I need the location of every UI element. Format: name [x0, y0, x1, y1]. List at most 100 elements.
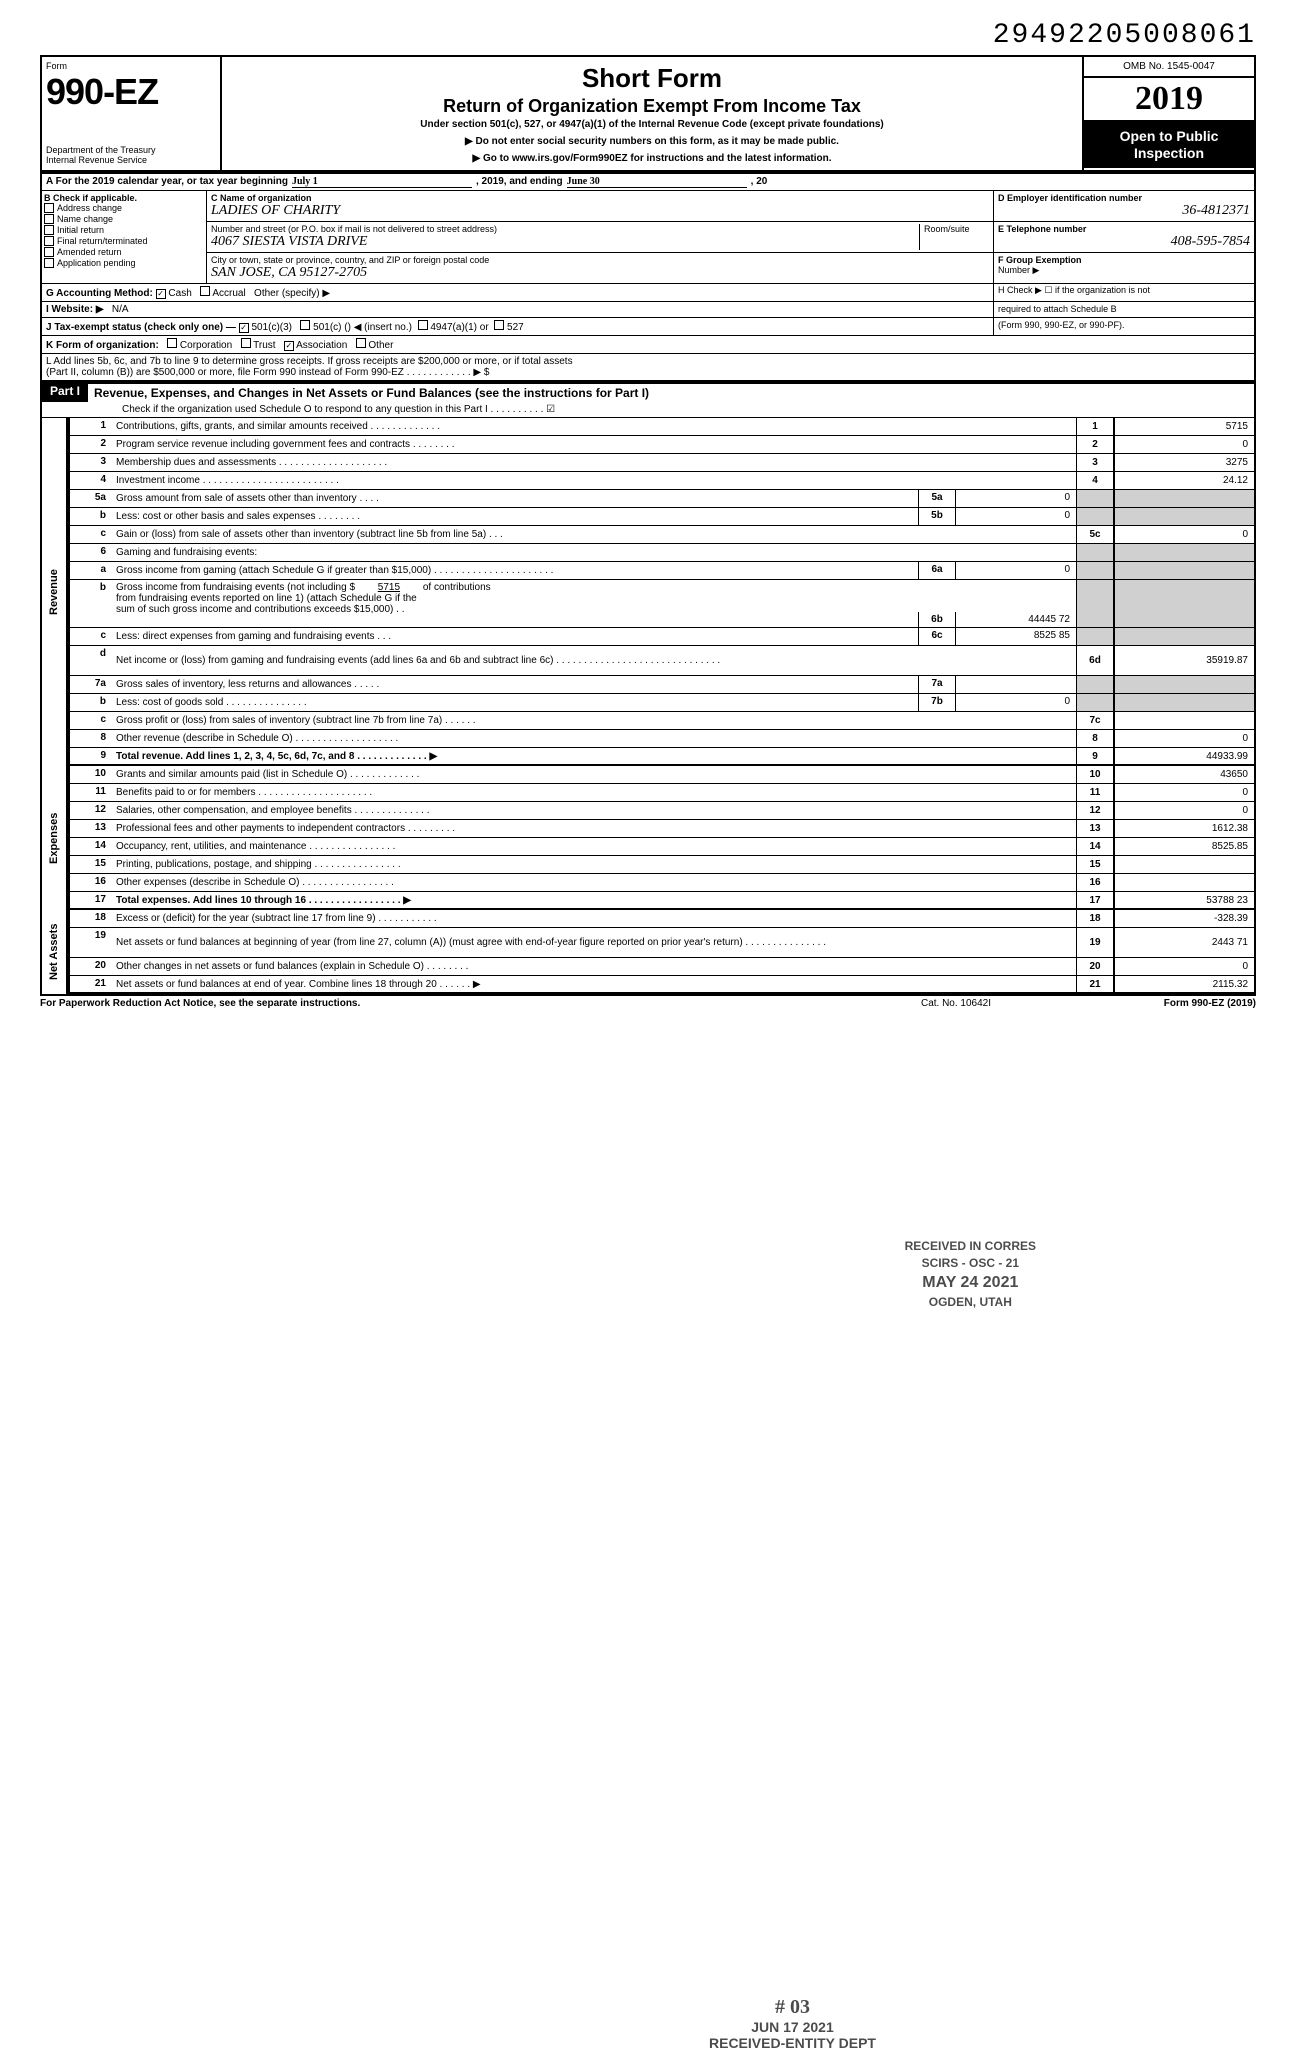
l7c-num: c [70, 712, 112, 729]
checkbox-accrual[interactable] [200, 286, 210, 296]
footer-left: For Paperwork Reduction Act Notice, see … [40, 998, 856, 1009]
checkbox-association[interactable]: ✓ [284, 341, 294, 351]
checkbox-527[interactable] [494, 320, 504, 330]
l12-box: 12 [1076, 802, 1114, 819]
l5a-shade-amt [1114, 490, 1254, 507]
l17-desc: Total expenses. Add lines 10 through 16 … [112, 892, 1076, 908]
line-8: 8 Other revenue (describe in Schedule O)… [68, 730, 1256, 748]
l7b-iamt: 0 [956, 694, 1076, 711]
l7c-box: 7c [1076, 712, 1114, 729]
e-value: 408-595-7854 [998, 234, 1250, 250]
side-expenses: Expenses [40, 766, 68, 910]
l6c-iamt: 8525 85 [956, 628, 1076, 645]
form-prefix: Form [46, 61, 216, 71]
checkbox-501c[interactable] [300, 320, 310, 330]
line-3: 3 Membership dues and assessments . . . … [68, 454, 1256, 472]
l5c-num: c [70, 526, 112, 543]
l6d-desc: Net income or (loss) from gaming and fun… [112, 646, 1076, 675]
l3-box: 3 [1076, 454, 1114, 471]
l7a-shade-box [1076, 676, 1114, 693]
line-20: 20 Other changes in net assets or fund b… [68, 958, 1256, 976]
l15-num: 15 [70, 856, 112, 873]
l15-desc: Printing, publications, postage, and shi… [112, 856, 1076, 873]
b-item-1: Name change [57, 214, 113, 224]
l17-box: 17 [1076, 892, 1114, 908]
l6b-shade-amt [1114, 580, 1254, 627]
line-11: 11 Benefits paid to or for members . . .… [68, 784, 1256, 802]
l6a-ibox: 6a [918, 562, 956, 579]
l14-amt: 8525.85 [1114, 838, 1254, 855]
l2-num: 2 [70, 436, 112, 453]
l4-num: 4 [70, 472, 112, 489]
l6b-d2: from fundraising events reported on line… [116, 593, 417, 604]
f-label: F Group Exemption [998, 255, 1250, 265]
l5b-shade-amt [1114, 508, 1254, 525]
checkbox-final-return[interactable] [44, 236, 54, 246]
c-addr-label: Number and street (or P.O. box if mail i… [211, 224, 919, 234]
l7b-desc: Less: cost of goods sold . . . . . . . .… [112, 694, 918, 711]
l6b-d3: sum of such gross income and contributio… [116, 604, 405, 615]
l6a-shade-box [1076, 562, 1114, 579]
j-opt3: 4947(a)(1) or [430, 322, 488, 333]
section-l: L Add lines 5b, 6c, and 7b to line 9 to … [42, 354, 1254, 382]
checkbox-name-change[interactable] [44, 214, 54, 224]
c-city: SAN JOSE, CA 95127-2705 [211, 265, 989, 281]
form-header: Form 990-EZ Department of the Treasury I… [40, 55, 1256, 172]
line-14: 14 Occupancy, rent, utilities, and maint… [68, 838, 1256, 856]
b-header: B Check if applicable. [44, 193, 204, 203]
line-18: 18 Excess or (deficit) for the year (sub… [68, 910, 1256, 928]
l6d-num: d [70, 646, 112, 675]
stamp-received-entity: # 03 JUN 17 2021 RECEIVED-ENTITY DEPT [709, 1996, 876, 2051]
checkbox-501c3[interactable]: ✓ [239, 323, 249, 333]
c-city-label: City or town, state or province, country… [211, 255, 989, 265]
l10-num: 10 [70, 766, 112, 783]
l3-num: 3 [70, 454, 112, 471]
d-label: D Employer identification number [998, 193, 1250, 203]
line-19: 19 Net assets or fund balances at beginn… [68, 928, 1256, 958]
l19-desc: Net assets or fund balances at beginning… [112, 928, 1076, 957]
a-begin: July 1 [292, 176, 472, 188]
stamp2-l3: RECEIVED-ENTITY DEPT [709, 2035, 876, 2051]
checkbox-application-pending[interactable] [44, 258, 54, 268]
omb-number: OMB No. 1545-0047 [1084, 57, 1254, 78]
a-label: A For the 2019 calendar year, or tax yea… [46, 176, 288, 188]
l4-desc: Investment income . . . . . . . . . . . … [112, 472, 1076, 489]
open-public-1: Open to Public [1086, 128, 1252, 145]
l6c-ibox: 6c [918, 628, 956, 645]
line-16: 16 Other expenses (describe in Schedule … [68, 874, 1256, 892]
e-label: E Telephone number [998, 224, 1250, 234]
checkbox-corporation[interactable] [167, 338, 177, 348]
checkbox-trust[interactable] [241, 338, 251, 348]
l7b-shade-box [1076, 694, 1114, 711]
l3-amt: 3275 [1114, 454, 1254, 471]
i-value: N/A [112, 304, 129, 315]
l6-shade-box [1076, 544, 1114, 561]
l9-amt: 44933.99 [1114, 748, 1254, 764]
checkbox-cash[interactable]: ✓ [156, 289, 166, 299]
warning-2: ▶ Go to www.irs.gov/Form990EZ for instru… [232, 153, 1072, 164]
l8-desc: Other revenue (describe in Schedule O) .… [112, 730, 1076, 747]
l7b-num: b [70, 694, 112, 711]
l12-amt: 0 [1114, 802, 1254, 819]
section-def: D Employer identification number 36-4812… [994, 191, 1254, 283]
checkbox-initial-return[interactable] [44, 225, 54, 235]
checkbox-address-change[interactable] [44, 203, 54, 213]
l5c-amt: 0 [1114, 526, 1254, 543]
line-6c: c Less: direct expenses from gaming and … [68, 628, 1256, 646]
part1-title: Revenue, Expenses, and Changes in Net As… [88, 382, 1254, 402]
l5c-desc: Gain or (loss) from sale of assets other… [112, 526, 1076, 543]
l6b-iamt: 44445 72 [956, 612, 1076, 627]
checkbox-amended-return[interactable] [44, 247, 54, 257]
l11-amt: 0 [1114, 784, 1254, 801]
l13-num: 13 [70, 820, 112, 837]
a-tail: , 20 [751, 176, 768, 188]
l19-box: 19 [1076, 928, 1114, 957]
line-7c: c Gross profit or (loss) from sales of i… [68, 712, 1256, 730]
l16-amt [1114, 874, 1254, 891]
checkbox-4947[interactable] [418, 320, 428, 330]
l14-num: 14 [70, 838, 112, 855]
side-net-assets: Net Assets [40, 910, 68, 994]
g-accrual: Accrual [212, 288, 245, 299]
checkbox-other-org[interactable] [356, 338, 366, 348]
l5b-iamt: 0 [956, 508, 1076, 525]
